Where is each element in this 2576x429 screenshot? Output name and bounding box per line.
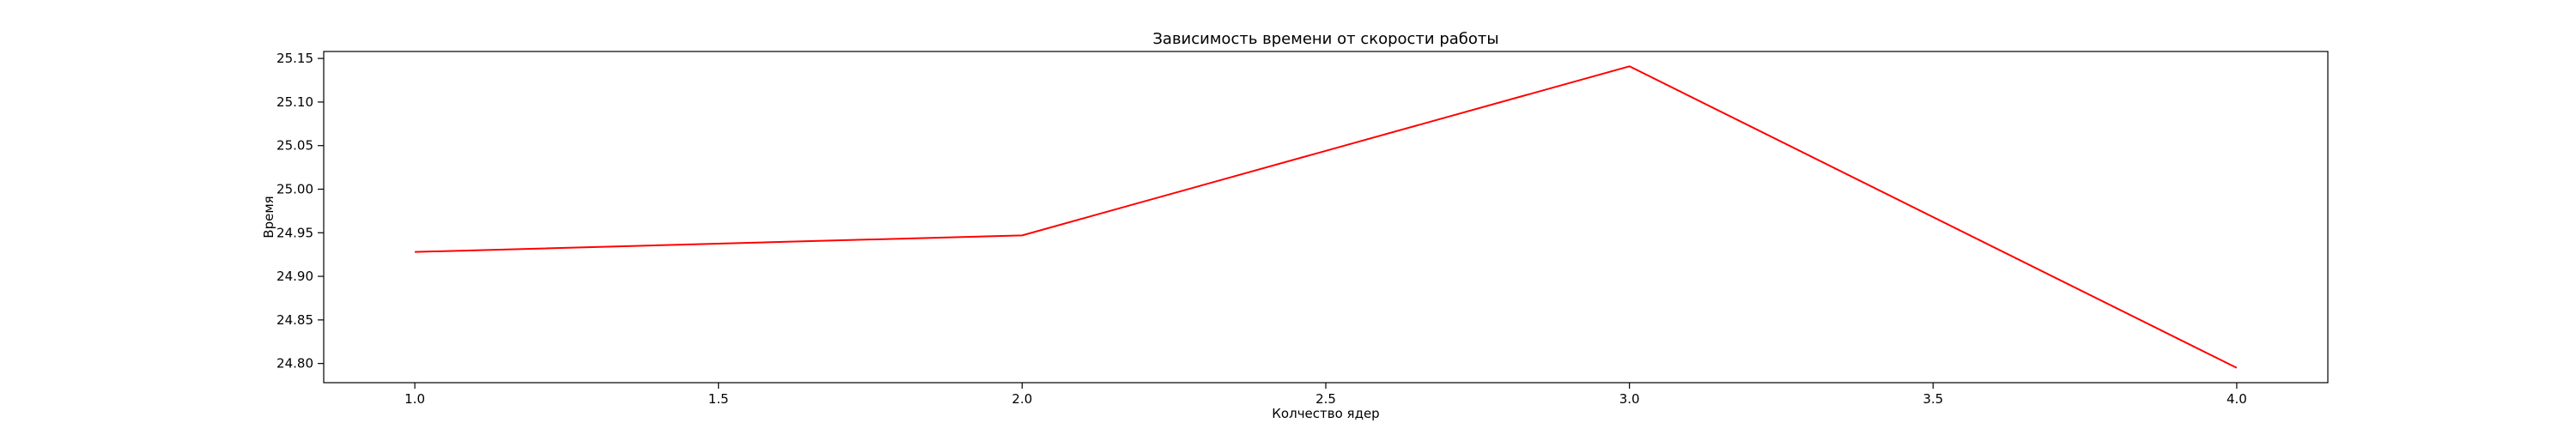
y-tick-label: 25.15 (276, 51, 313, 66)
x-tick-label: 1.5 (708, 391, 729, 407)
y-tick-label: 24.90 (276, 269, 313, 284)
x-axis-label: Колчество ядер (1272, 406, 1379, 421)
x-tick-label: 4.0 (2227, 391, 2247, 407)
x-tick-label: 1.0 (404, 391, 425, 407)
y-tick-label: 25.10 (276, 94, 313, 110)
y-tick-label: 25.05 (276, 138, 313, 154)
x-tick-label: 3.0 (1619, 391, 1640, 407)
y-tick-label: 25.00 (276, 181, 313, 196)
x-tick-label: 3.5 (1923, 391, 1943, 407)
x-tick-label: 2.0 (1012, 391, 1032, 407)
chart-title: Зависимость времени от скорости работы (1152, 30, 1498, 48)
plot-area-frame (323, 51, 2329, 384)
y-tick-label: 24.80 (276, 356, 313, 372)
x-axis-ticks: 1.0 1.5 2.0 2.5 3.0 3.5 4.0 (404, 383, 2247, 407)
x-tick-label: 2.5 (1315, 391, 1336, 407)
series-line (415, 65, 2238, 369)
y-tick-label: 24.95 (276, 225, 313, 240)
series-layer (415, 65, 2238, 369)
y-axis-label: Время (261, 196, 276, 238)
y-axis-ticks: 24.80 24.85 24.90 24.95 25.00 25.05 25.10 25.15 (276, 51, 324, 372)
y-tick-label: 24.85 (276, 312, 313, 328)
